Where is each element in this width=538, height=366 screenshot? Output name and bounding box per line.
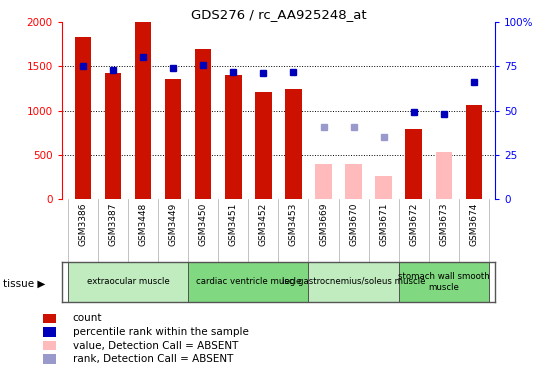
Bar (308, 262, 399, 302)
Text: GSM3449: GSM3449 (168, 203, 178, 246)
Bar (105, 72, 121, 199)
Bar (225, 75, 242, 199)
Bar (165, 79, 181, 199)
Text: GSM3672: GSM3672 (409, 203, 418, 246)
Text: GSM3674: GSM3674 (470, 203, 478, 246)
Text: GSM3448: GSM3448 (139, 203, 147, 246)
Bar (135, 22, 151, 199)
Bar (255, 92, 272, 199)
Text: rank, Detection Call = ABSENT: rank, Detection Call = ABSENT (73, 354, 233, 364)
Text: tissue ▶: tissue ▶ (3, 279, 45, 289)
Text: GSM3670: GSM3670 (349, 203, 358, 246)
Bar (465, 105, 482, 199)
Bar (188, 262, 308, 302)
Text: leg gastrocnemius/soleus muscle: leg gastrocnemius/soleus muscle (282, 277, 426, 286)
Bar (315, 164, 332, 199)
Bar (345, 164, 362, 199)
Bar (406, 129, 422, 199)
Bar (68, 262, 188, 302)
Text: GSM3673: GSM3673 (440, 203, 448, 246)
Bar (195, 49, 211, 199)
Text: GSM3671: GSM3671 (379, 203, 388, 246)
Title: GDS276 / rc_AA925248_at: GDS276 / rc_AA925248_at (190, 8, 366, 21)
Text: cardiac ventricle muscle: cardiac ventricle muscle (196, 277, 301, 286)
Text: GSM3451: GSM3451 (229, 203, 238, 246)
Text: GSM3450: GSM3450 (199, 203, 208, 246)
Bar (376, 176, 392, 199)
Text: extraocular muscle: extraocular muscle (87, 277, 169, 286)
Text: percentile rank within the sample: percentile rank within the sample (73, 327, 249, 337)
Bar (399, 262, 489, 302)
Text: count: count (73, 313, 102, 324)
Text: GSM3453: GSM3453 (289, 203, 298, 246)
Bar (285, 89, 302, 199)
Bar (436, 152, 452, 199)
Bar (75, 37, 91, 199)
Text: GSM3669: GSM3669 (319, 203, 328, 246)
Text: GSM3386: GSM3386 (79, 203, 87, 246)
Text: GSM3452: GSM3452 (259, 203, 268, 246)
Text: stomach wall smooth
muscle: stomach wall smooth muscle (398, 272, 490, 292)
Text: GSM3387: GSM3387 (109, 203, 117, 246)
Text: value, Detection Call = ABSENT: value, Detection Call = ABSENT (73, 340, 238, 351)
